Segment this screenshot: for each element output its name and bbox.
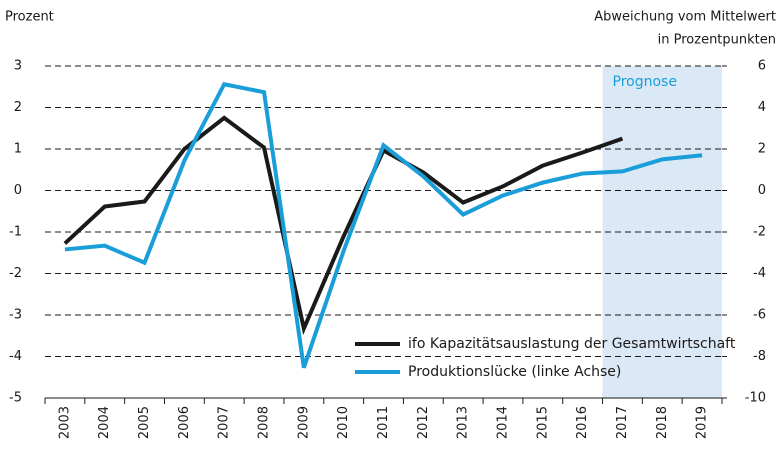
x-tick-label: 2012 bbox=[416, 406, 431, 439]
y-tick-label: 3 bbox=[14, 59, 22, 74]
x-tick-label: 2013 bbox=[456, 406, 471, 439]
y-tick-label: -2 bbox=[9, 266, 22, 281]
x-tick-label: 2006 bbox=[177, 406, 192, 439]
annotation: Prognose bbox=[613, 74, 677, 90]
y2-axis-label: Abweichung vom Mittelwert bbox=[594, 10, 776, 25]
y-tick-label: -3 bbox=[9, 308, 22, 323]
x-tick-label: 2005 bbox=[137, 406, 152, 439]
y2-tick-label: -10 bbox=[745, 391, 766, 406]
y2-tick-label: -4 bbox=[753, 266, 766, 281]
series-line bbox=[64, 82, 703, 369]
x-tick-label: 2009 bbox=[296, 406, 311, 439]
y2-tick-label: 6 bbox=[758, 59, 766, 74]
x-tick-label: 2019 bbox=[695, 406, 710, 439]
y2-axis-label: in Prozentpunkten bbox=[658, 33, 776, 48]
series-line bbox=[63, 115, 624, 335]
x-tick-label: 2004 bbox=[97, 406, 112, 439]
x-tick-label: 2018 bbox=[655, 406, 670, 439]
x-tick-label: 2016 bbox=[575, 406, 590, 439]
x-tick-label: 2017 bbox=[615, 406, 630, 439]
x-tick-label: 2011 bbox=[376, 406, 391, 439]
y2-tick-label: 0 bbox=[758, 183, 766, 198]
y2-tick-label: 4 bbox=[758, 100, 766, 115]
y2-tick-label: -2 bbox=[753, 225, 766, 240]
legend-label: ifo Kapazitätsauslastung der Gesamtwirts… bbox=[408, 336, 736, 352]
y-tick-label: 1 bbox=[14, 142, 22, 157]
x-tick-label: 2015 bbox=[535, 406, 550, 439]
x-tick-label: 2014 bbox=[495, 406, 510, 439]
y-tick-label: -1 bbox=[9, 225, 22, 240]
y-tick-label: -4 bbox=[9, 349, 22, 364]
y-tick-label: 2 bbox=[14, 100, 22, 115]
x-tick-label: 2003 bbox=[57, 406, 72, 439]
x-tick-label: 2010 bbox=[336, 406, 351, 439]
y2-tick-label: 2 bbox=[758, 142, 766, 157]
y2-tick-label: -6 bbox=[753, 308, 766, 323]
x-tick-label: 2008 bbox=[257, 406, 272, 439]
forecast-area bbox=[602, 66, 722, 398]
legend-label: Produktionslücke (linke Achse) bbox=[408, 364, 621, 380]
y-tick-label: 0 bbox=[14, 183, 22, 198]
x-tick-label: 2007 bbox=[217, 406, 232, 439]
y-axis-label: Prozent bbox=[5, 10, 54, 25]
y-tick-label: -5 bbox=[9, 391, 22, 406]
y2-tick-label: -8 bbox=[753, 349, 766, 364]
